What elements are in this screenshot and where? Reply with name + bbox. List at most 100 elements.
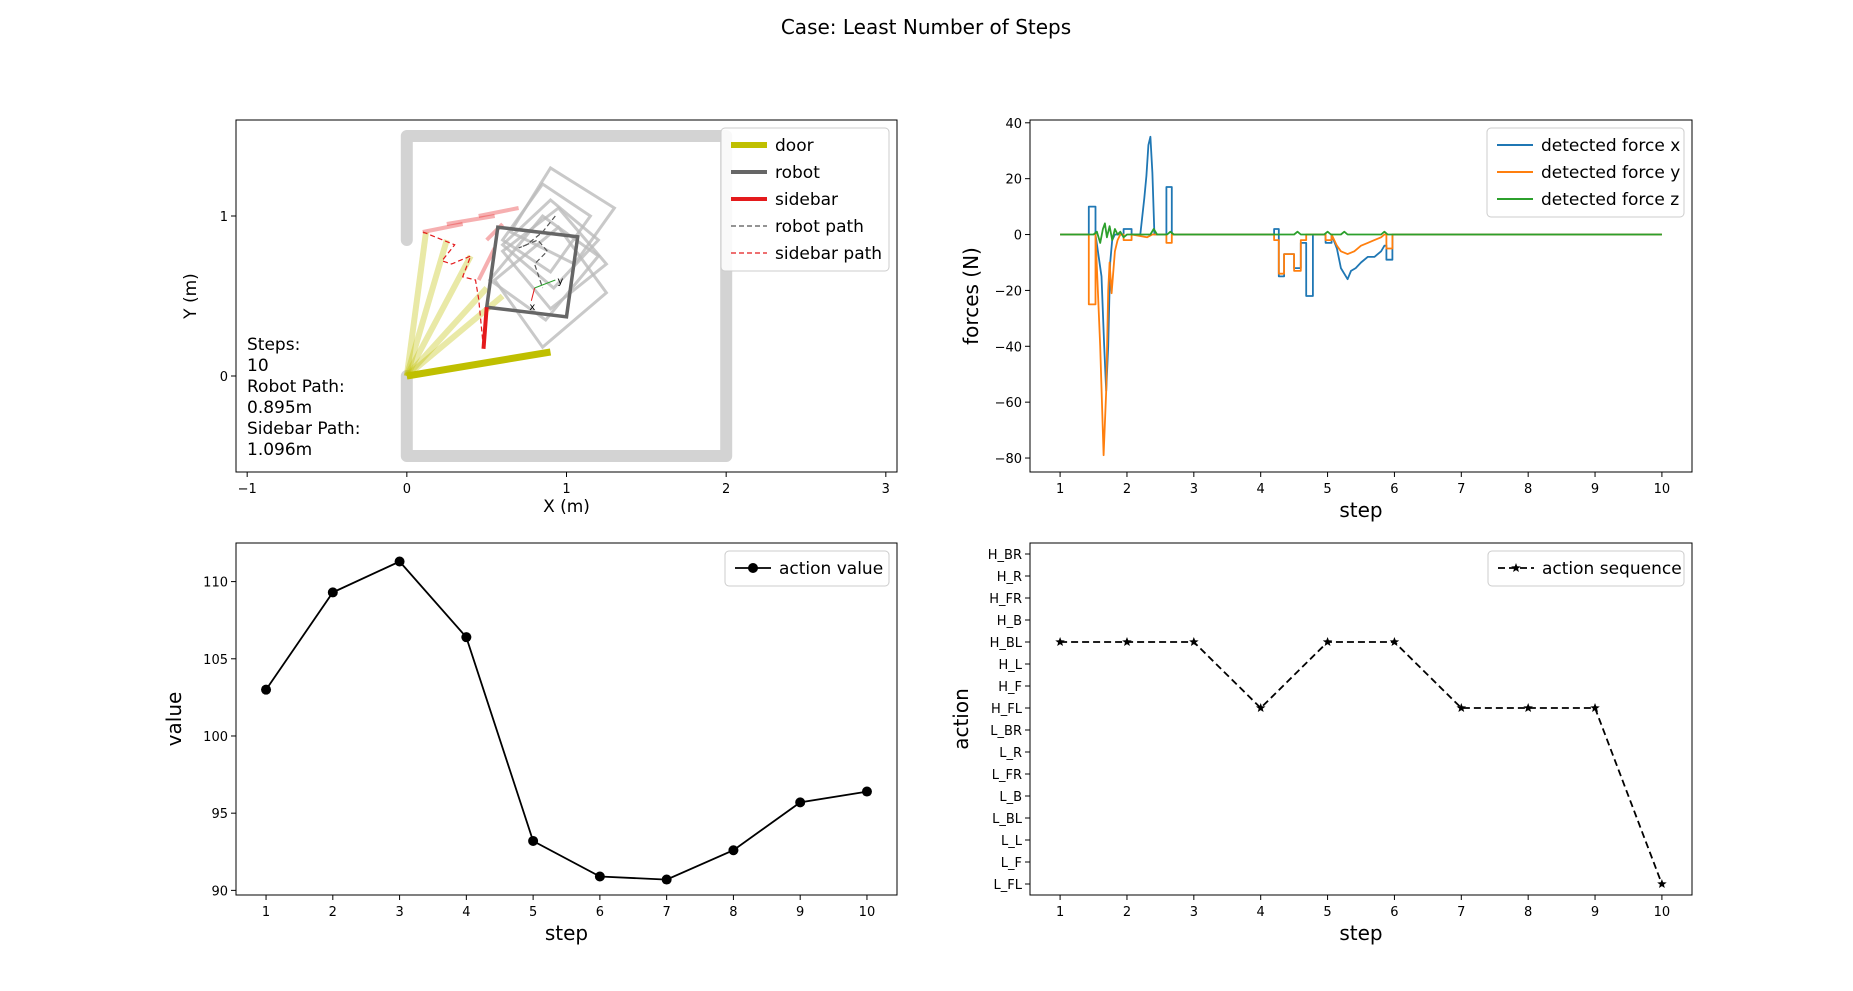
door-history-3: [404, 285, 489, 379]
ytick-label-H_BR: H_BR: [988, 548, 1022, 563]
forces-frame: [1029, 119, 1693, 473]
door-history-2: [404, 254, 474, 378]
value-point-9: [795, 797, 806, 808]
ytick-label-L_L: L_L: [1001, 834, 1023, 849]
legend-marker-value: [748, 563, 758, 573]
action-point-2: [1122, 637, 1132, 646]
action_value-xtick-label-7: 7: [663, 905, 671, 920]
ytick-label-H_FL: H_FL: [991, 702, 1023, 717]
forces-xtick-label-10: 10: [1654, 482, 1671, 497]
action_value-xtick-label-9: 9: [796, 905, 804, 920]
ytick-label-L_F: L_F: [1001, 856, 1022, 871]
robot-history-3: [500, 197, 601, 291]
legend-label-sidebar: sidebar: [775, 190, 838, 210]
action-point-6: [1389, 637, 1400, 646]
frame-y-label: y: [557, 276, 563, 287]
forces-ylabel: forces (N): [959, 247, 983, 345]
legend-box: [1487, 550, 1685, 587]
action-point-3: [1189, 637, 1199, 646]
action_value-ylabel: value: [162, 692, 186, 747]
trajectory-xlabel: X (m): [543, 497, 590, 517]
legend-label-robot: robot: [775, 163, 820, 183]
annotation-line-5: 1.096m: [247, 440, 312, 460]
action_value-xtick-label-2: 2: [329, 905, 337, 920]
legend-label-force-0: detected force x: [1541, 136, 1680, 156]
force-series-1: [1060, 233, 1662, 457]
trajectory-plot-area: xy: [400, 130, 733, 462]
forces-ytick-label--80: −80: [995, 452, 1022, 467]
action_sequence-xtick-label-1: 1: [1056, 905, 1064, 920]
value-point-6: [594, 871, 605, 882]
legend-box: [720, 127, 890, 272]
ytick-label-H_R: H_R: [997, 570, 1022, 585]
action_sequence-axes: 1 2 3 4 5 6 7 8 9 10 step action L_FL L_F L_L L_BL L_B L_…: [949, 542, 1693, 945]
trajectory-ylabel: Y (m): [181, 273, 201, 320]
action_value-xtick-label-5: 5: [529, 905, 537, 920]
annotation-line-1: 10: [247, 356, 269, 376]
ytick-label-H_BL: H_BL: [990, 636, 1023, 651]
figure-title: Case: Least Number of Steps: [781, 15, 1071, 39]
frame-y-axis: [534, 279, 556, 289]
value-point-7: [661, 874, 672, 885]
ytick-label-L_BL: L_BL: [992, 812, 1023, 827]
forces-xtick-label-2: 2: [1123, 482, 1131, 497]
legend-label-force-2: detected force z: [1541, 190, 1679, 210]
forces-plot-area: [1060, 135, 1662, 457]
wall: [400, 130, 733, 462]
action-point-5: [1322, 637, 1333, 646]
action_sequence-xtick-label-3: 3: [1190, 905, 1198, 920]
action_sequence-xtick-label-8: 8: [1524, 905, 1532, 920]
action-point-9: [1590, 703, 1600, 712]
forces-xtick-label-3: 3: [1190, 482, 1198, 497]
sidebar-path: [422, 231, 485, 349]
action_sequence-xtick-label-9: 9: [1591, 905, 1599, 920]
action_value-ytick-label-110: 110: [203, 576, 228, 591]
legend-label-door: door: [775, 136, 814, 156]
ytick-label-L_R: L_R: [999, 746, 1022, 761]
trajectory-ytick-label-1: 1: [220, 210, 228, 225]
action_value-frame: [235, 542, 898, 896]
ytick-label-L_FR: L_FR: [992, 768, 1022, 783]
value-point-8: [728, 845, 739, 856]
ytick-label-L_BR: L_BR: [990, 724, 1022, 739]
forces-xtick-label-5: 5: [1323, 482, 1331, 497]
action_sequence-xtick-label-6: 6: [1390, 905, 1398, 920]
sidebar-final: [481, 307, 489, 349]
value-point-10: [861, 786, 872, 797]
value-point-4: [461, 632, 472, 643]
legend-label-value: action value: [779, 559, 883, 579]
robot-history-1: [487, 213, 601, 323]
robot-history-5: [508, 165, 617, 266]
sidebar-history-1: [446, 214, 496, 226]
trajectory-xtick-label--1: −1: [238, 482, 257, 497]
action_sequence-xtick-label-10: 10: [1654, 905, 1671, 920]
legend-label-force-1: detected force y: [1541, 163, 1680, 183]
forces-xtick-label-6: 6: [1390, 482, 1398, 497]
action-line: [1060, 641, 1663, 885]
action_value-xtick-label-8: 8: [729, 905, 737, 920]
forces-ytick-label-40: 40: [1005, 117, 1022, 132]
sidebar-history-4: [476, 247, 497, 281]
value-point-2: [327, 587, 338, 598]
action_value-ytick-label-105: 105: [203, 653, 228, 668]
ytick-label-H_L: H_L: [998, 658, 1022, 673]
legend-label-sidebar-path: sidebar path: [775, 244, 882, 264]
robot-path: [518, 215, 556, 289]
sidebar-history-2: [478, 206, 519, 218]
value-line: [265, 560, 868, 881]
forces-ytick-label--60: −60: [995, 396, 1022, 411]
legend-label-robot-path: robot path: [775, 217, 864, 237]
action_value-xlabel: step: [545, 921, 588, 945]
action_value-xtick-label-3: 3: [395, 905, 403, 920]
door-history-0: [403, 231, 429, 377]
action_sequence-xlabel: step: [1339, 921, 1382, 945]
action_sequence-plot-area: [1055, 637, 1667, 888]
ytick-label-H_B: H_B: [997, 614, 1022, 629]
annotation-line-2: Robot Path:: [247, 377, 345, 397]
action-point-10: [1657, 879, 1667, 888]
trajectory-xtick-label-3: 3: [882, 482, 890, 497]
action_sequence-ylabel: action: [949, 688, 973, 750]
forces-xtick-label-9: 9: [1591, 482, 1599, 497]
trajectory-ytick-label-0: 0: [220, 370, 228, 385]
